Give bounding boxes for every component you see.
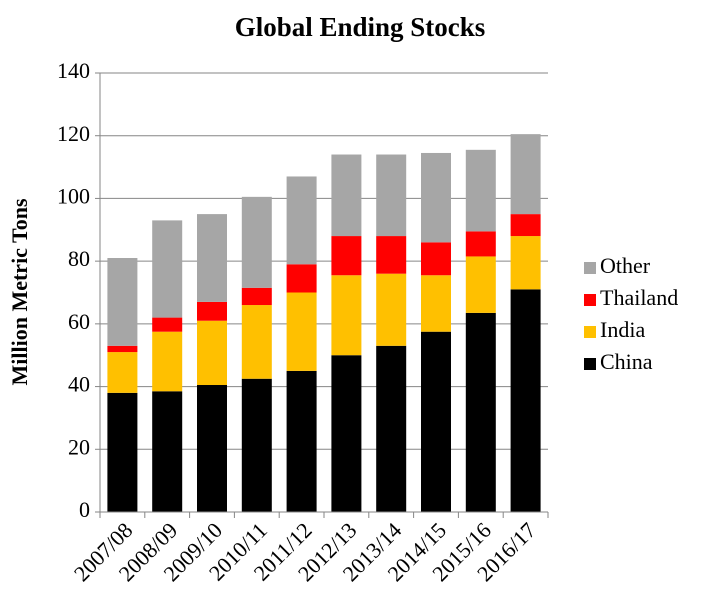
bar-segment: [421, 331, 451, 512]
bar-segment: [465, 231, 496, 257]
bar-segment: [421, 242, 451, 276]
bar-segment: [152, 317, 183, 332]
bar-segment: [510, 214, 541, 237]
bar-segment: [331, 154, 362, 237]
y-tick-label: 60: [68, 309, 90, 334]
bar-segment: [241, 378, 272, 512]
bar-segment: [376, 273, 407, 346]
bar-segment: [152, 220, 183, 318]
bar-segment: [197, 320, 227, 386]
y-tick-label: 140: [57, 58, 90, 83]
bar-segment: [376, 345, 407, 512]
bar-segment: [286, 176, 317, 265]
bar-segment: [197, 385, 227, 512]
bar-segment: [286, 264, 317, 293]
bar-segment: [107, 352, 138, 393]
legend-swatch: [584, 262, 596, 274]
bar-segment: [107, 392, 138, 512]
bar-segment: [286, 292, 317, 371]
y-tick-label: 80: [68, 246, 90, 271]
bar-segment: [510, 134, 541, 215]
bar-segment: [510, 289, 541, 512]
bar-segment: [421, 152, 451, 243]
bar-segment: [241, 287, 272, 306]
y-tick-label: 40: [68, 372, 90, 397]
bar-segment: [331, 355, 362, 512]
bar-segment: [107, 258, 138, 346]
y-axis-label: Million Metric Tons: [7, 198, 32, 385]
bar-segment: [197, 214, 227, 302]
legend-swatch: [584, 294, 596, 306]
legend-label: Other: [600, 253, 651, 278]
bar-segment: [286, 370, 317, 512]
legend-swatch: [584, 326, 596, 338]
legend-label: China: [600, 349, 653, 374]
bar-segment: [107, 345, 138, 353]
bar-segment: [197, 301, 227, 321]
bar-segment: [421, 275, 451, 332]
bar-segment: [241, 196, 272, 288]
bar-segment: [465, 256, 496, 313]
y-tick-label: 120: [57, 121, 90, 146]
legend-swatch: [584, 358, 596, 370]
bar-segment: [510, 236, 541, 290]
y-tick-label: 0: [79, 497, 90, 522]
bar-segment: [376, 154, 407, 237]
y-tick-label: 100: [57, 183, 90, 208]
legend-label: Thailand: [600, 285, 678, 310]
bar-segment: [241, 305, 272, 379]
bar-segment: [152, 391, 183, 512]
bar-segment: [331, 275, 362, 356]
bar-segment: [465, 149, 496, 232]
bar-segment: [152, 331, 183, 392]
bar-segment: [376, 236, 407, 274]
y-tick-label: 20: [68, 434, 90, 459]
bar-segment: [465, 312, 496, 512]
legend-label: India: [600, 317, 645, 342]
bar-segment: [331, 236, 362, 276]
chart-title: Global Ending Stocks: [235, 12, 486, 42]
